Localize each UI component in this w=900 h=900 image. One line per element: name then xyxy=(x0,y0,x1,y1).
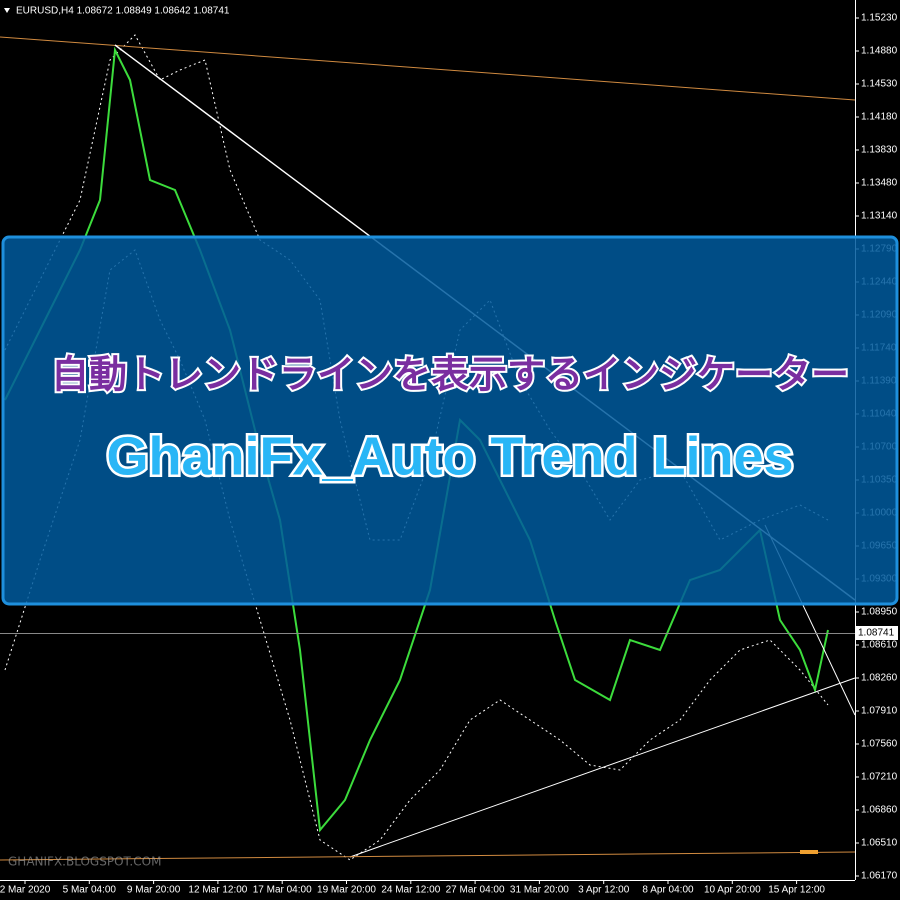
price-label: 1.14530 xyxy=(861,79,898,90)
price-label: 1.07210 xyxy=(861,772,898,783)
time-label: 10 Apr 20:00 xyxy=(704,885,761,896)
time-label: 3 Apr 12:00 xyxy=(578,885,630,896)
trend-line-up xyxy=(349,677,856,858)
price-label: 1.07560 xyxy=(861,739,898,750)
price-label: 1.07910 xyxy=(861,706,898,717)
time-label: 15 Apr 12:00 xyxy=(768,885,825,896)
price-label: 1.15230 xyxy=(861,13,898,24)
time-label: 12 Mar 12:00 xyxy=(188,885,247,896)
header-arrow xyxy=(4,8,10,13)
support-line xyxy=(0,851,856,861)
price-label: 1.13830 xyxy=(861,145,898,156)
watermark: GHANIFX.BLOGSPOT.COM xyxy=(8,855,161,869)
time-label: 19 Mar 20:00 xyxy=(317,885,376,896)
banner-title: GhaniFx_Auto Trend Lines xyxy=(106,426,793,486)
current-price-box xyxy=(856,626,898,640)
price-label: 1.08610 xyxy=(861,640,898,651)
banner xyxy=(1,235,899,606)
price-label: 1.08260 xyxy=(861,673,898,684)
price-label: 1.06170 xyxy=(861,871,898,882)
time-label: 17 Mar 04:00 xyxy=(253,885,312,896)
current-price: 1.08741 xyxy=(858,628,895,639)
price-label: 1.06510 xyxy=(861,838,898,849)
price-label: 1.06860 xyxy=(861,805,898,816)
time-label: 5 Mar 04:00 xyxy=(63,885,117,896)
price-label: 1.08950 xyxy=(861,607,898,618)
price-label: 1.13140 xyxy=(861,211,898,222)
price-label: 1.14880 xyxy=(861,46,898,57)
time-label: 31 Mar 20:00 xyxy=(510,885,569,896)
time-label: 2 Mar 2020 xyxy=(0,885,51,896)
time-label: 9 Mar 20:00 xyxy=(127,885,181,896)
symbol-header: EURUSD,H4 1.08672 1.08849 1.08642 1.0874… xyxy=(16,6,230,17)
price-label: 1.13480 xyxy=(861,178,898,189)
time-label: 27 Mar 04:00 xyxy=(446,885,505,896)
marker xyxy=(800,850,818,854)
time-label: 8 Apr 04:00 xyxy=(642,885,694,896)
time-label: 24 Mar 12:00 xyxy=(381,885,440,896)
price-label: 1.14180 xyxy=(861,112,898,123)
banner-subtitle: 自動トレンドラインを表示するインジケーター xyxy=(51,353,849,397)
resistance-line xyxy=(0,36,856,101)
